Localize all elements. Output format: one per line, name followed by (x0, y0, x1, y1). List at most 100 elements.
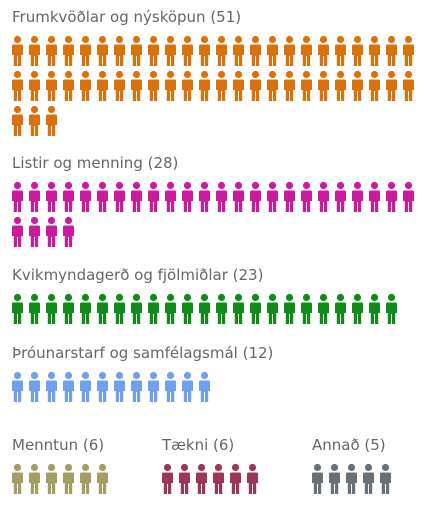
person-icon (165, 70, 176, 101)
person-icon (386, 293, 397, 324)
person-icon (63, 371, 74, 402)
person-icon (301, 293, 312, 324)
person-icon (46, 70, 57, 101)
person-icon (80, 70, 91, 101)
person-icon (199, 181, 210, 212)
person-icon (386, 70, 397, 101)
person-icon (114, 371, 125, 402)
person-icon (148, 35, 159, 66)
person-icon (318, 293, 329, 324)
category-label-taekni: Tækni (6) (161, 436, 234, 454)
category-group-frumkvodlar: Frumkvöðlar og nýsköpun (51) (12, 8, 414, 136)
category-label-throunarstarf: Þróunarstarf og samfélagsmál (12) (12, 344, 273, 362)
person-icon (148, 293, 159, 324)
person-icon (12, 216, 23, 247)
person-icon (267, 35, 278, 66)
person-icon (97, 463, 108, 494)
person-icon (335, 70, 346, 101)
person-icon (131, 293, 142, 324)
person-icon (63, 35, 74, 66)
person-icon (335, 35, 346, 66)
person-icon (182, 35, 193, 66)
person-icon (63, 181, 74, 212)
person-icon (12, 181, 23, 212)
person-icon (216, 35, 227, 66)
person-icon (213, 463, 224, 494)
person-icon (179, 463, 190, 494)
person-icon (182, 371, 193, 402)
person-icon (233, 70, 244, 101)
person-icon (162, 463, 173, 494)
person-icon (196, 463, 207, 494)
person-icon (114, 181, 125, 212)
person-icon (97, 371, 108, 402)
person-icon (369, 35, 380, 66)
person-icon (97, 35, 108, 66)
person-icon (97, 293, 108, 324)
person-icon (250, 293, 261, 324)
person-icon (148, 371, 159, 402)
person-icon (318, 35, 329, 66)
person-icon (301, 35, 312, 66)
person-icon (12, 35, 23, 66)
category-group-listir: Listir og menning (28) (12, 154, 414, 247)
person-icon (380, 463, 391, 494)
person-icon (250, 181, 261, 212)
person-icon (29, 35, 40, 66)
person-icon (216, 181, 227, 212)
person-icon (216, 70, 227, 101)
person-icon (267, 181, 278, 212)
person-icon (199, 371, 210, 402)
person-icon (369, 181, 380, 212)
person-icon (165, 293, 176, 324)
person-icon (131, 70, 142, 101)
person-icon (46, 371, 57, 402)
person-icon (12, 371, 23, 402)
person-icon (29, 463, 40, 494)
person-icon (29, 371, 40, 402)
person-icon (363, 463, 374, 494)
person-icon (80, 371, 91, 402)
category-label-annad: Annað (5) (312, 436, 386, 454)
person-icon (318, 181, 329, 212)
person-icon (233, 35, 244, 66)
person-icon (335, 293, 346, 324)
person-icon (352, 70, 363, 101)
person-icon (114, 293, 125, 324)
person-icon (301, 181, 312, 212)
person-icon (46, 216, 57, 247)
category-group-kvikmyndagerd: Kvikmyndagerð og fjölmiðlar (23) (12, 266, 397, 324)
person-icon (312, 463, 323, 494)
person-icon (46, 35, 57, 66)
person-icon (403, 35, 414, 66)
person-icon (63, 293, 74, 324)
person-icon (12, 70, 23, 101)
person-icon (403, 70, 414, 101)
person-icon (114, 35, 125, 66)
person-icon (12, 293, 23, 324)
person-icon (80, 181, 91, 212)
person-icon (29, 293, 40, 324)
person-icon (131, 371, 142, 402)
person-icon (199, 293, 210, 324)
person-icon (267, 70, 278, 101)
person-icon (199, 35, 210, 66)
person-icon (63, 463, 74, 494)
person-icon (165, 181, 176, 212)
person-icon (386, 181, 397, 212)
person-icon (63, 70, 74, 101)
person-icon (29, 181, 40, 212)
person-icon (97, 181, 108, 212)
person-icon (46, 293, 57, 324)
category-label-menntun: Menntun (6) (12, 436, 104, 454)
person-icon (182, 181, 193, 212)
person-icon (46, 181, 57, 212)
person-icon (80, 35, 91, 66)
person-icon (335, 181, 346, 212)
person-icon (284, 181, 295, 212)
person-icon (352, 181, 363, 212)
person-icon (329, 463, 340, 494)
category-group-throunarstarf: Þróunarstarf og samfélagsmál (12) (12, 344, 273, 402)
person-icon (247, 463, 258, 494)
